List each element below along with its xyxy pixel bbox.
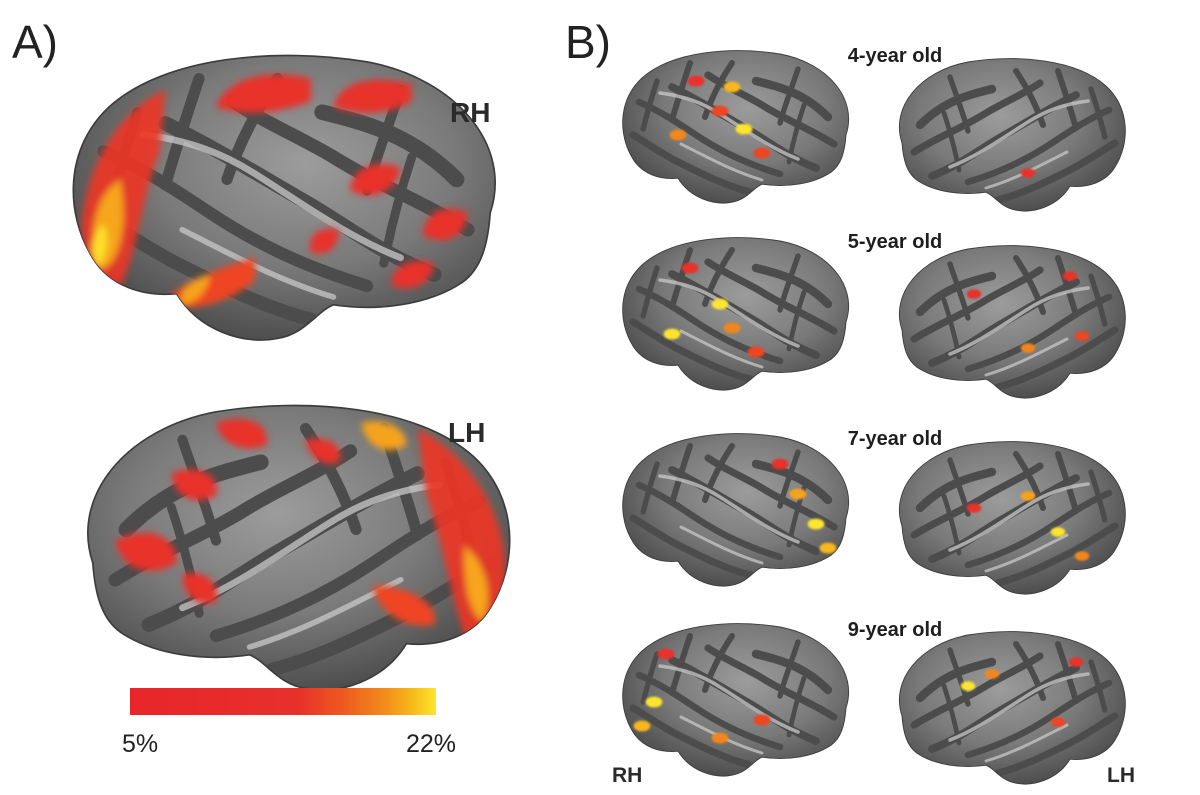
age-label: 9-year old bbox=[848, 619, 942, 641]
age-row: 9-year old bbox=[623, 619, 1126, 784]
bottom-left-label: RH bbox=[612, 764, 642, 787]
brain-rh-small bbox=[623, 238, 849, 390]
brain-lh-small bbox=[899, 442, 1125, 594]
brain-rh-small bbox=[623, 434, 849, 586]
hemisphere-label-lh: LH bbox=[448, 417, 485, 448]
age-row: 4-year old bbox=[623, 45, 1126, 211]
age-label: 7-year old bbox=[848, 428, 942, 450]
bottom-right-label: LH bbox=[1107, 764, 1135, 787]
age-label: 4-year old bbox=[848, 45, 942, 67]
colorbar-min-label: 5% bbox=[122, 730, 158, 758]
brain-lh-small bbox=[899, 632, 1125, 784]
age-label: 5-year old bbox=[848, 231, 942, 253]
brain-lh-small bbox=[899, 59, 1125, 211]
brain-rh-small bbox=[623, 51, 849, 203]
panel-a-letter: A) bbox=[12, 16, 58, 68]
age-row: 5-year old bbox=[623, 231, 1126, 398]
panel-b-letter: B) bbox=[565, 16, 611, 68]
hemisphere-label-rh: RH bbox=[450, 97, 490, 128]
brain-lh-large bbox=[88, 405, 510, 690]
brain-lh-small bbox=[899, 246, 1125, 398]
colorbar-max-label: 22% bbox=[406, 730, 456, 758]
age-row: 7-year old bbox=[623, 428, 1126, 594]
brain-rh-large bbox=[73, 55, 495, 340]
panel-b-rows: 4-year old 5-year old 7-year old 9-year old bbox=[623, 45, 1126, 784]
brain-rh-small bbox=[623, 624, 849, 776]
colorbar bbox=[130, 688, 436, 715]
